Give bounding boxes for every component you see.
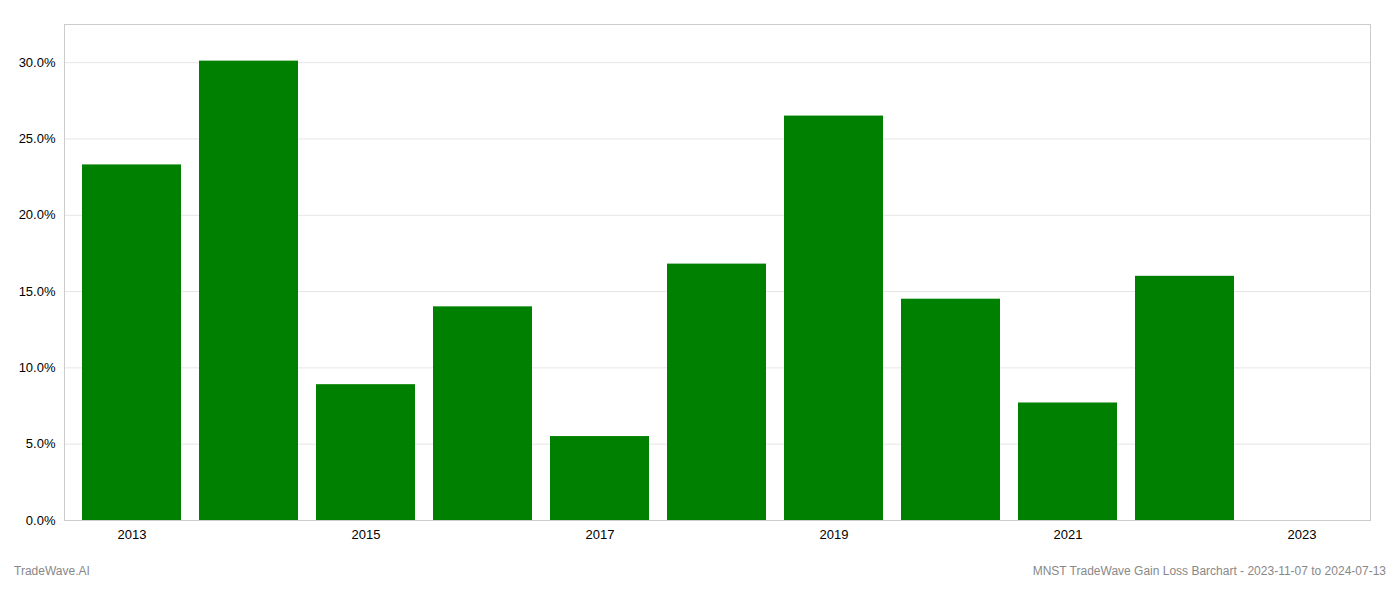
- svg-text:2013: 2013: [118, 527, 147, 542]
- svg-text:2023: 2023: [1288, 527, 1317, 542]
- svg-text:5.0%: 5.0%: [26, 436, 56, 451]
- svg-text:2015: 2015: [352, 527, 381, 542]
- svg-text:20.0%: 20.0%: [19, 207, 56, 222]
- svg-text:2021: 2021: [1054, 527, 1083, 542]
- svg-text:25.0%: 25.0%: [19, 131, 56, 146]
- svg-text:0.0%: 0.0%: [26, 513, 56, 528]
- html-text:TradeWave.AI: TradeWave.AI: [14, 564, 90, 578]
- svg-text:10.0%: 10.0%: [19, 360, 56, 375]
- html-text:MNST TradeWave Gain Loss Barch: MNST TradeWave Gain Loss Barchart - 2023…: [1032, 564, 1386, 578]
- svg-text:15.0%: 15.0%: [19, 284, 56, 299]
- svg-text:2019: 2019: [820, 527, 849, 542]
- svg-text:30.0%: 30.0%: [19, 55, 56, 70]
- svg-text:2017: 2017: [586, 527, 615, 542]
